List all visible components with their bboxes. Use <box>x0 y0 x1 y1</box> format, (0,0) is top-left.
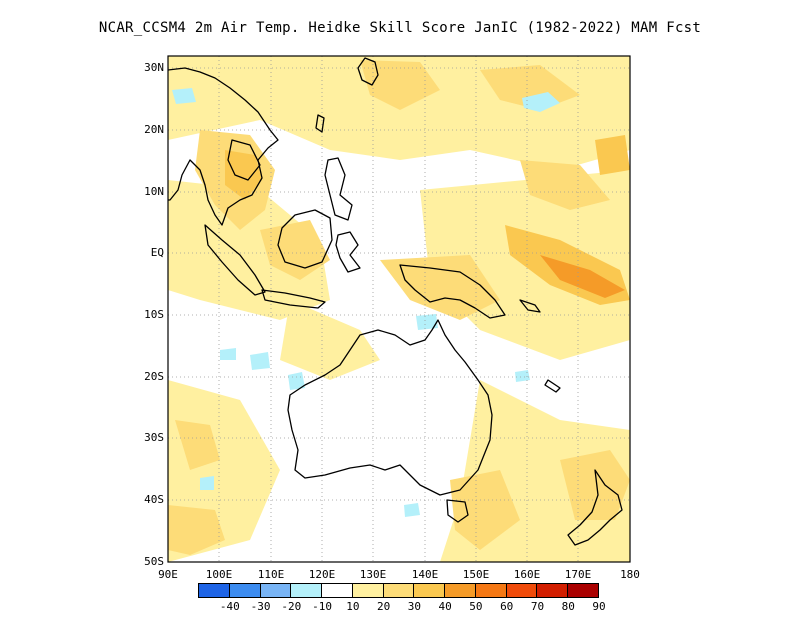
lon-tick-label: 110E <box>257 568 285 581</box>
tasmania-coastline <box>446 499 469 523</box>
lat-tick-label: 10N <box>144 185 164 198</box>
color-legend-label: 20 <box>376 600 391 613</box>
philippines-coastline <box>324 157 353 221</box>
color-legend-swatch <box>474 583 507 598</box>
color-legend-swatch <box>351 583 384 598</box>
australia-coastline <box>287 319 493 496</box>
sulawesi-coastline <box>335 231 361 273</box>
color-legend-label: 70 <box>530 600 545 613</box>
lon-tick-label: 150E <box>462 568 490 581</box>
plot-frame <box>167 55 631 563</box>
lon-tick-label: 100E <box>205 568 233 581</box>
color-legend-swatch <box>198 583 230 598</box>
new-guinea-coastline <box>399 264 506 319</box>
color-legend-label: -30 <box>250 600 271 613</box>
color-legend-swatch <box>290 583 323 598</box>
color-legend-bar <box>198 583 599 598</box>
color-legend-swatch <box>567 583 599 598</box>
lat-tick-label: 10S <box>144 308 164 321</box>
skill-region <box>560 450 630 520</box>
lon-tick-label: 170E <box>564 568 592 581</box>
color-legend-label: -40 <box>219 600 240 613</box>
color-legend-swatch <box>321 583 353 598</box>
skill-region <box>380 255 500 320</box>
lat-tick-label: 20S <box>144 370 164 383</box>
skill-region <box>515 370 530 382</box>
color-legend-label: -10 <box>312 600 332 613</box>
color-legend-label: 50 <box>469 600 483 613</box>
skill-region <box>416 314 438 330</box>
skill-region <box>450 470 520 550</box>
skill-region <box>168 505 225 555</box>
color-legend-swatch <box>505 583 538 598</box>
new-zealand-coastline <box>567 469 623 546</box>
mainland-asia-coastline <box>168 67 279 226</box>
color-legend-label: -20 <box>281 600 302 613</box>
indochina-coastline <box>227 139 261 181</box>
color-legend-label: 10 <box>346 600 360 613</box>
skill-region <box>360 60 440 110</box>
new-caledonia-coastline <box>544 379 561 393</box>
lat-tick-label: 50S <box>144 555 164 568</box>
coastlines <box>168 57 623 546</box>
color-legend-swatch <box>228 583 261 598</box>
color-legend-label: 40 <box>438 600 452 613</box>
color-legend-label: 90 <box>592 600 606 613</box>
lon-tick-label: 160E <box>513 568 541 581</box>
color-legend-swatch <box>444 583 476 598</box>
color-legend-label: 80 <box>561 600 575 613</box>
skill-region <box>288 372 305 390</box>
skill-region <box>172 88 196 104</box>
lat-tick-label: 40S <box>144 493 164 506</box>
skill-region <box>168 180 330 320</box>
java-coastline <box>261 289 326 309</box>
lon-tick-label: 90E <box>158 568 178 581</box>
skill-region <box>280 300 380 380</box>
color-legend-label: 60 <box>500 600 514 613</box>
color-legend-swatch <box>536 583 569 598</box>
graticule <box>168 56 630 562</box>
map-title: NCAR_CCSM4 2m Air Temp. Heidke Skill Sco… <box>98 20 702 36</box>
skill-region <box>250 352 270 370</box>
lat-tick-label: 30N <box>144 61 164 74</box>
skill-region <box>595 135 630 175</box>
lon-tick-label: 140E <box>411 568 439 581</box>
skill-shading <box>168 56 630 562</box>
color-legend-swatch <box>259 583 292 598</box>
color-legend-swatch <box>413 583 446 598</box>
skill-region <box>200 476 214 490</box>
borneo-coastline <box>277 209 333 269</box>
skill-region <box>175 420 220 470</box>
skill-region <box>522 92 560 112</box>
lat-tick-label: 20N <box>144 123 164 136</box>
taiwan-coastline <box>315 114 325 133</box>
lon-tick-label: 120E <box>308 568 336 581</box>
sumatra-coastline <box>204 224 266 296</box>
color-legend-label: 30 <box>407 600 421 613</box>
lon-tick-label: 130E <box>359 568 387 581</box>
skill-region <box>520 160 610 210</box>
skill-region <box>540 255 625 298</box>
skill-region <box>225 150 262 200</box>
skill-region <box>404 503 420 517</box>
solomon-islands-coastline <box>519 299 541 313</box>
japan-coastline <box>357 57 379 86</box>
skill-region <box>220 348 236 360</box>
lat-tick-label: EQ <box>150 246 164 259</box>
lat-tick-label: 30S <box>144 431 164 444</box>
color-legend-swatch <box>382 583 415 598</box>
lon-tick-label: 180 <box>620 568 640 581</box>
